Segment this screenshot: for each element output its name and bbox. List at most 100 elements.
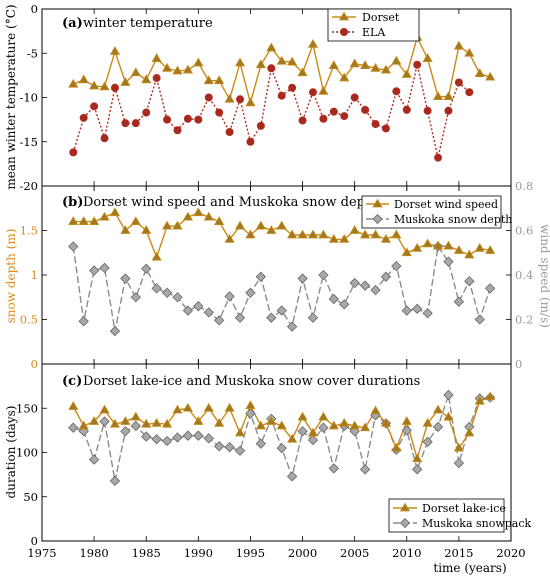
snow-depth-point xyxy=(224,291,235,302)
ela-point xyxy=(402,105,411,114)
ela-point xyxy=(256,121,265,130)
snowpack-point xyxy=(130,420,141,432)
snowpack-point xyxy=(193,430,204,441)
wind-speed-point xyxy=(266,225,277,234)
x-tick-label: 2000 xyxy=(288,546,317,560)
snowpack-point xyxy=(453,457,465,469)
dorset-temp-point xyxy=(266,42,277,52)
snow-depth-point xyxy=(359,280,371,291)
ela-point xyxy=(204,93,213,102)
panel-b-ticks: 0 0.5 1 1.5 0 0.2 0.4 0.6 0.8 xyxy=(20,179,534,371)
panel-a-ticks: 0 -5 -10 -15 -20 xyxy=(19,2,512,193)
lake-ice-point xyxy=(99,404,110,414)
wind-speed-point xyxy=(276,220,287,230)
lake-ice-point xyxy=(89,416,100,425)
snowpack-point xyxy=(109,475,121,486)
lake-ice-point xyxy=(474,395,485,405)
x-tick-label: 1985 xyxy=(132,546,161,560)
lake-ice-point xyxy=(130,411,141,421)
snowpack-point xyxy=(245,408,256,419)
wind-speed-point xyxy=(391,229,402,239)
ela-point xyxy=(163,115,172,124)
ela-point xyxy=(454,78,463,87)
wind-speed-point xyxy=(141,225,152,234)
legend-snowdepth-swatch xyxy=(366,213,389,225)
lake-ice-point xyxy=(359,422,371,432)
dorset-temp-point xyxy=(203,75,214,85)
y-tick-label-right: 0 xyxy=(515,357,522,371)
dorset-temp-point xyxy=(99,81,110,91)
snowpack-point xyxy=(297,426,308,437)
panel-b-ylabel-left: snow depth (m) xyxy=(4,229,18,324)
snow-depth-point xyxy=(255,271,267,282)
snow-depth-line xyxy=(72,244,491,332)
snowpack-point xyxy=(99,416,110,427)
wind-speed-point xyxy=(339,234,350,243)
lake-ice-point xyxy=(443,411,454,421)
snowpack-point xyxy=(432,421,444,433)
legend-snowdepth-label: Muskoka snow depth xyxy=(394,213,512,226)
wind-speed-point xyxy=(297,229,308,239)
ela-point xyxy=(100,134,109,143)
panel-a-legend: Dorset ELA xyxy=(327,8,420,42)
panel-a-title: winter temperature xyxy=(83,16,213,31)
wind-speed-point xyxy=(89,216,100,226)
dorset-temp-point xyxy=(485,71,496,81)
lake-ice-point xyxy=(120,416,131,425)
dorset-temp-point xyxy=(224,93,235,103)
lake-ice-point xyxy=(401,416,412,425)
ela-point xyxy=(319,114,328,123)
snow-depth-point xyxy=(297,273,308,284)
y-tick-label: 50 xyxy=(23,490,38,504)
lake-ice-point xyxy=(380,417,392,427)
panel-b-legend: Dorset wind speed Muskoka snow depth xyxy=(361,195,512,229)
lake-ice-point xyxy=(328,420,339,430)
ela-point xyxy=(392,87,401,96)
ela-point xyxy=(423,106,432,115)
dorset-temp-point xyxy=(307,39,319,48)
wind-speed-point xyxy=(120,225,131,234)
dorset-temp-point xyxy=(78,74,89,84)
panel-a-title-tag: (a) xyxy=(62,16,83,31)
wind-speed-point xyxy=(193,207,204,217)
y-tick-label: -10 xyxy=(19,91,38,105)
snow-depth-point xyxy=(401,305,412,316)
snow-depth-point xyxy=(245,287,256,298)
ela-point xyxy=(465,88,474,97)
panel-c-markers xyxy=(68,389,496,486)
x-tick-label: 1975 xyxy=(27,546,56,560)
ela-point xyxy=(267,64,276,73)
snow-depth-point xyxy=(234,312,246,323)
panel-c-ylabel: duration (days) xyxy=(4,406,18,499)
snowpack-point xyxy=(349,426,360,437)
ela-point xyxy=(308,88,317,97)
dorset-temp-point xyxy=(276,55,287,65)
ela-point xyxy=(183,114,192,123)
y-tick-label: 0 xyxy=(31,534,38,548)
lake-ice-point xyxy=(234,427,246,437)
lake-ice-point xyxy=(370,405,381,415)
dorset-temp-point xyxy=(120,77,131,86)
panel-c-title-tag: (c) xyxy=(62,374,82,389)
snow-depth-point xyxy=(78,316,89,327)
dorset-temp-point xyxy=(464,47,475,57)
panel-c: (c) Dorset lake-ice and Muskoka snow cov… xyxy=(4,363,532,548)
wind-speed-point xyxy=(99,211,110,221)
snow-depth-point xyxy=(339,299,350,310)
ela-point xyxy=(236,95,245,104)
snow-depth-point xyxy=(328,293,339,305)
snowpack-point xyxy=(234,445,246,456)
ela-point xyxy=(288,83,297,92)
panel-b-title-tag: (b) xyxy=(62,195,83,210)
snowpack-point xyxy=(161,435,173,447)
lake-ice-point xyxy=(287,433,298,443)
snow-depth-point xyxy=(151,283,162,294)
wind-speed-point xyxy=(109,207,121,217)
y-tick-label-right: 0.2 xyxy=(515,313,533,327)
dorset-temp-point xyxy=(130,67,141,77)
lake-ice-point xyxy=(464,427,475,437)
ela-point xyxy=(215,108,224,117)
dorset-temp-point xyxy=(422,53,433,62)
snow-depth-point xyxy=(68,241,79,252)
